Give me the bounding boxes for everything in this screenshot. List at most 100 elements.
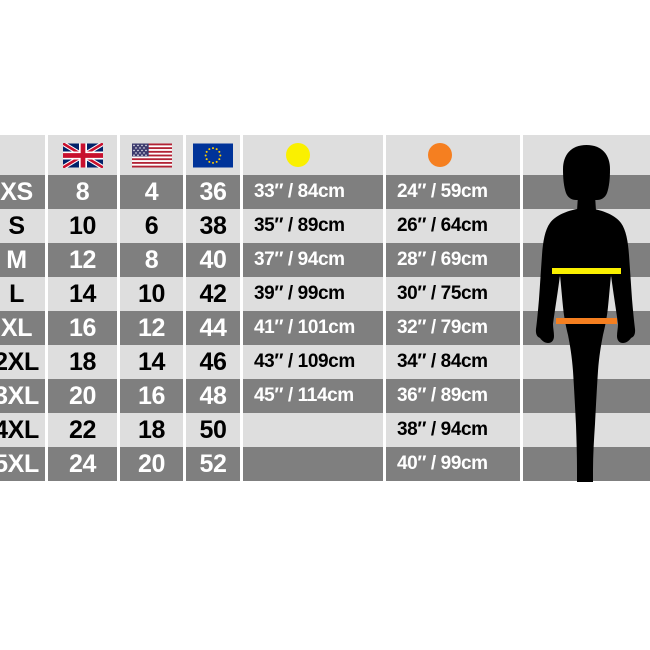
cell-waist-text: 24″ / 59cm [397, 181, 488, 202]
cell-size-text: 4XL [0, 415, 39, 444]
eu-flag-icon [193, 143, 233, 167]
cell-eu: 38 [186, 209, 243, 243]
cell-size: L [0, 277, 48, 311]
header-cell-bust [243, 135, 386, 175]
cell-bust-text: 39″ / 99cm [254, 283, 345, 304]
cell-eu-text: 36 [199, 177, 227, 206]
cell-bust: 39″ / 99cm [243, 277, 386, 311]
cell-eu-text: 50 [199, 415, 227, 444]
cell-us: 12 [120, 311, 186, 345]
cell-bust: 35″ / 89cm [243, 209, 386, 243]
cell-waist: 38″ / 94cm [386, 413, 523, 447]
cell-uk-text: 14 [68, 279, 96, 308]
cell-uk: 8 [48, 175, 120, 209]
cell-us: 18 [120, 413, 186, 447]
cell-bust-text: 43″ / 109cm [254, 351, 355, 372]
table-row: 3XL 20 16 48 45″ / 114cm 36″ / 89cm [0, 379, 650, 413]
cell-eu: 46 [186, 345, 243, 379]
table-row: 2XL 18 14 46 43″ / 109cm 34″ / 84cm [0, 345, 650, 379]
cell-bust [243, 447, 386, 481]
cell-waist-text: 32″ / 79cm [397, 317, 488, 338]
cell-us-text: 14 [137, 347, 165, 376]
header-cell-waist [386, 135, 523, 175]
cell-us-text: 6 [144, 211, 159, 240]
cell-uk-text: 10 [68, 211, 96, 240]
cell-waist: 32″ / 79cm [386, 311, 523, 345]
header-cell-uk [48, 135, 120, 175]
size-chart-table: XS 8 4 36 33″ / 84cm 24″ / 59cm S 10 6 38 35″ / 89… [0, 135, 650, 482]
cell-us-text: 12 [137, 313, 165, 342]
cell-uk: 18 [48, 345, 120, 379]
cell-size-text: S [8, 211, 25, 240]
cell-eu-text: 52 [199, 449, 227, 478]
cell-size: XL [0, 311, 48, 345]
cell-figure [523, 345, 650, 379]
cell-waist: 24″ / 59cm [386, 175, 523, 209]
cell-us-text: 16 [137, 381, 165, 410]
cell-waist-text: 40″ / 99cm [397, 453, 488, 474]
cell-bust-text: 37″ / 94cm [254, 249, 345, 270]
cell-uk-text: 16 [68, 313, 96, 342]
cell-us-text: 20 [137, 449, 165, 478]
cell-uk: 14 [48, 277, 120, 311]
cell-waist-text: 36″ / 89cm [397, 385, 488, 406]
cell-waist-text: 30″ / 75cm [397, 283, 488, 304]
cell-size-text: 3XL [0, 381, 39, 410]
cell-size: 5XL [0, 447, 48, 481]
cell-bust: 33″ / 84cm [243, 175, 386, 209]
table-row: 5XL 24 20 52 40″ / 99cm [0, 447, 650, 481]
table-row: XS 8 4 36 33″ / 84cm 24″ / 59cm [0, 175, 650, 209]
cell-us: 20 [120, 447, 186, 481]
table-row: L 14 10 42 39″ / 99cm 30″ / 75cm [0, 277, 650, 311]
cell-us-text: 18 [137, 415, 165, 444]
cell-bust: 43″ / 109cm [243, 345, 386, 379]
cell-us: 14 [120, 345, 186, 379]
header-cell-eu [186, 135, 243, 175]
cell-bust: 41″ / 101cm [243, 311, 386, 345]
cell-size-text: XL [0, 313, 33, 342]
cell-eu-text: 40 [199, 245, 227, 274]
cell-us: 4 [120, 175, 186, 209]
cell-size: 2XL [0, 345, 48, 379]
yellow-dot-icon [286, 143, 310, 167]
table-row: M 12 8 40 37″ / 94cm 28″ / 69cm [0, 243, 650, 277]
cell-waist: 28″ / 69cm [386, 243, 523, 277]
cell-figure [523, 243, 650, 277]
cell-bust: 45″ / 114cm [243, 379, 386, 413]
cell-bust-text: 45″ / 114cm [254, 385, 354, 406]
cell-figure [523, 277, 650, 311]
table-header-row [0, 135, 650, 175]
cell-uk-text: 20 [68, 381, 96, 410]
cell-uk-text: 24 [68, 449, 96, 478]
cell-figure [523, 311, 650, 345]
cell-eu-text: 44 [199, 313, 227, 342]
cell-eu: 40 [186, 243, 243, 277]
cell-figure [523, 447, 650, 481]
cell-size-text: 5XL [0, 449, 39, 478]
cell-us: 10 [120, 277, 186, 311]
cell-waist: 40″ / 99cm [386, 447, 523, 481]
cell-uk-text: 8 [75, 177, 90, 206]
cell-size-text: XS [0, 177, 33, 206]
cell-figure [523, 413, 650, 447]
cell-size: 3XL [0, 379, 48, 413]
cell-uk: 22 [48, 413, 120, 447]
cell-eu-text: 48 [199, 381, 227, 410]
cell-uk-text: 18 [68, 347, 96, 376]
cell-figure [523, 379, 650, 413]
cell-eu-text: 46 [199, 347, 227, 376]
cell-bust-text: 33″ / 84cm [254, 181, 345, 202]
cell-waist-text: 28″ / 69cm [397, 249, 488, 270]
cell-uk: 20 [48, 379, 120, 413]
cell-waist-text: 26″ / 64cm [397, 215, 488, 236]
cell-us-text: 4 [144, 177, 159, 206]
cell-eu-text: 42 [199, 279, 227, 308]
cell-eu: 52 [186, 447, 243, 481]
cell-us-text: 10 [137, 279, 165, 308]
cell-eu-text: 38 [199, 211, 227, 240]
cell-waist: 36″ / 89cm [386, 379, 523, 413]
table-row: S 10 6 38 35″ / 89cm 26″ / 64cm [0, 209, 650, 243]
cell-size: S [0, 209, 48, 243]
cell-uk: 24 [48, 447, 120, 481]
cell-uk-text: 22 [68, 415, 96, 444]
